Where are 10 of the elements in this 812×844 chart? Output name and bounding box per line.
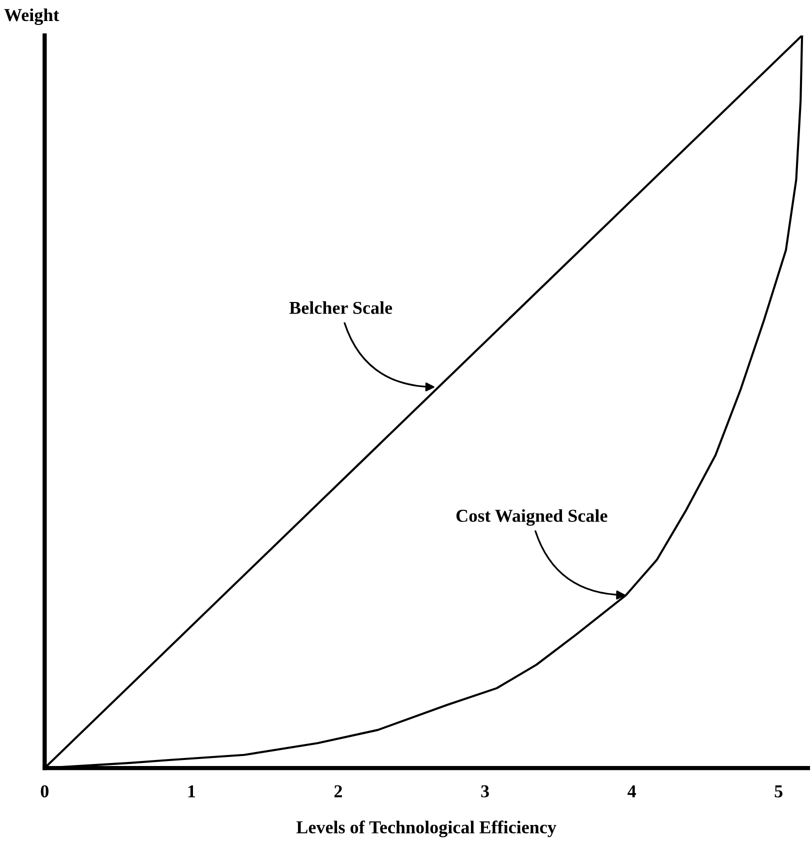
y-axis-title: Weight — [4, 8, 60, 25]
x-tick-label: 5 — [774, 785, 782, 798]
annotation: Cost Waigned Scale — [456, 509, 608, 526]
x-tick-label: 1 — [188, 785, 196, 798]
x-tick-label: 0 — [40, 785, 48, 798]
x-tick-label: 4 — [628, 785, 636, 798]
x-tick-label: 2 — [334, 785, 342, 798]
x-axis-title: Levels of Technological Efficiency — [296, 820, 556, 838]
annotation: Belcher Scale — [289, 301, 392, 314]
x-tick-label: 3 — [481, 785, 489, 798]
